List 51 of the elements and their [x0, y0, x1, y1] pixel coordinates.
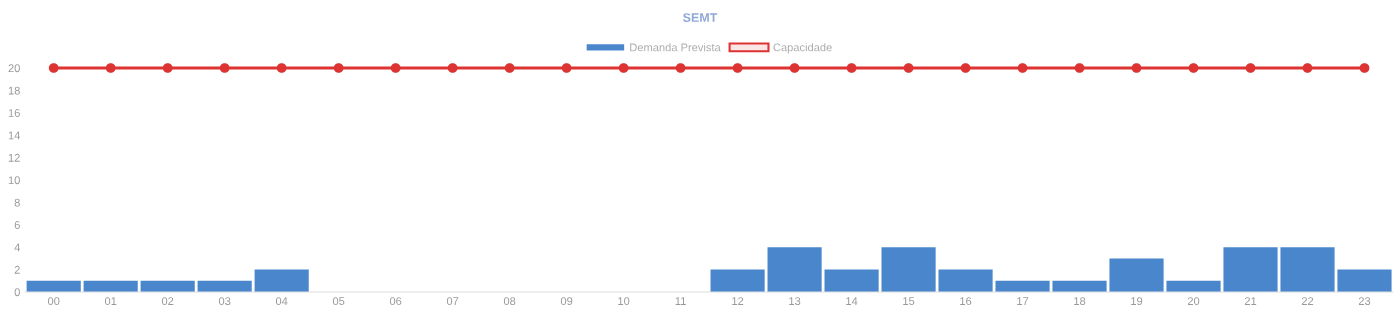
- y-tick-label: 18: [8, 86, 20, 95]
- y-tick-label: 2: [14, 265, 20, 274]
- x-tick-label: 18: [1074, 297, 1086, 306]
- bar: [1166, 280, 1221, 292]
- legend-label: Demanda Prevista: [630, 43, 721, 52]
- y-tick-label: 14: [8, 131, 21, 140]
- bar: [254, 269, 309, 292]
- chart-title: SEMT: [683, 13, 718, 22]
- x-tick-label: 00: [47, 297, 60, 306]
- bar: [824, 269, 879, 292]
- x-tick-label: 12: [732, 297, 744, 305]
- x-tick-label: 06: [389, 297, 402, 306]
- x-tick-label: 08: [503, 297, 516, 306]
- x-tick-label: 21: [1244, 297, 1257, 305]
- x-tick-label: 11: [675, 297, 686, 305]
- x-tick-label: 23: [1358, 297, 1371, 306]
- y-tick-label: 10: [8, 176, 20, 185]
- x-tick-label: 13: [789, 297, 801, 306]
- x-tick-label: 19: [1131, 297, 1143, 306]
- bar: [1223, 247, 1278, 292]
- x-tick-label: 20: [1187, 297, 1200, 306]
- y-tick-label: 0: [14, 288, 20, 297]
- legend-label: Capacidade: [773, 43, 832, 54]
- x-tick-label: 22: [1301, 297, 1314, 305]
- x-tick-label: 04: [275, 297, 288, 306]
- bar: [995, 280, 1050, 292]
- bar: [1109, 258, 1164, 292]
- bar: [1337, 269, 1392, 292]
- x-tick-label: 09: [560, 297, 573, 306]
- y-tick-label: 8: [14, 198, 20, 207]
- y-tick-label: 4: [14, 243, 21, 252]
- bar: [710, 269, 765, 292]
- x-tick-label: 14: [846, 297, 858, 305]
- x-tick-label: 15: [903, 297, 915, 306]
- x-tick-label: 16: [960, 297, 972, 306]
- x-tick-label: 17: [1017, 297, 1029, 305]
- x-tick-label: 03: [218, 297, 231, 306]
- bar: [938, 269, 993, 292]
- x-tick-label: 02: [161, 297, 174, 306]
- bar: [767, 247, 822, 292]
- y-tick-label: 12: [8, 153, 20, 162]
- x-tick-label: 07: [446, 297, 459, 306]
- y-tick-label: 16: [8, 109, 20, 117]
- bar: [1280, 247, 1335, 292]
- x-tick-label: 01: [104, 297, 117, 306]
- y-tick-label: 20: [8, 64, 20, 73]
- x-tick-label: 10: [618, 297, 630, 306]
- y-tick-label: 6: [14, 221, 20, 229]
- bar: [1052, 280, 1107, 292]
- x-tick-label: 05: [332, 297, 345, 306]
- bar: [881, 247, 936, 292]
